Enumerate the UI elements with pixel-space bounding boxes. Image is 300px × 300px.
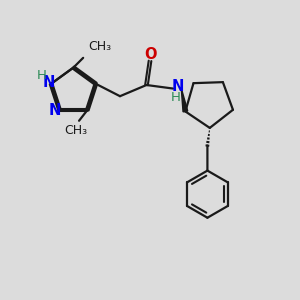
Text: H: H	[171, 92, 181, 104]
Text: CH₃: CH₃	[88, 40, 111, 53]
Text: H: H	[37, 69, 46, 82]
Text: N: N	[49, 103, 61, 118]
Polygon shape	[181, 88, 188, 112]
Text: CH₃: CH₃	[64, 124, 88, 137]
Text: N: N	[43, 75, 56, 90]
Text: O: O	[144, 47, 156, 62]
Text: N: N	[172, 79, 184, 94]
